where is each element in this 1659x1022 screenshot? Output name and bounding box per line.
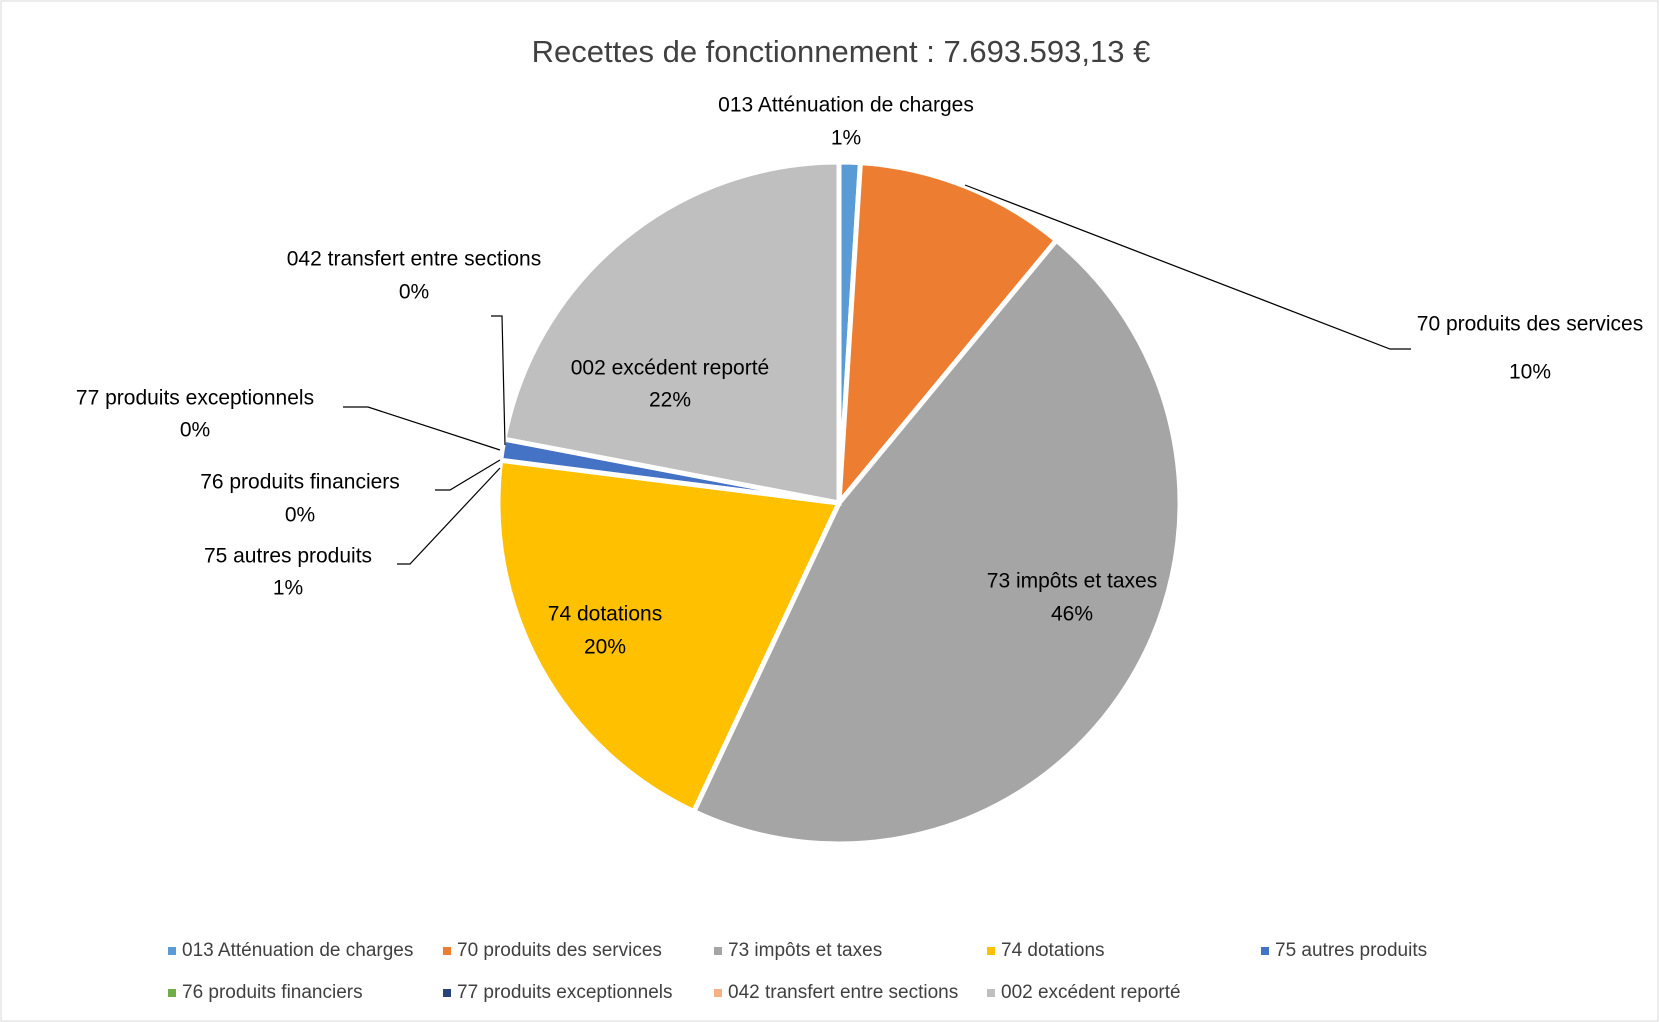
data-label-value: 0% — [285, 504, 315, 527]
data-label-value: 22% — [649, 389, 691, 412]
legend-swatch — [987, 947, 995, 955]
data-label-value: 0% — [180, 419, 210, 442]
data-label-name: 70 produits des services — [1417, 313, 1643, 336]
leader-line — [397, 467, 501, 565]
data-label-name: 75 autres produits — [204, 545, 372, 568]
data-label-value: 46% — [1051, 603, 1093, 626]
data-label-name: 013 Atténuation de charges — [718, 94, 974, 117]
legend-swatch — [714, 989, 722, 997]
data-label-value: 0% — [399, 281, 429, 304]
legend-label: 77 produits exceptionnels — [457, 982, 672, 1003]
data-label-value: 1% — [831, 127, 861, 150]
legend-label: 74 dotations — [1001, 940, 1105, 961]
legend-label: 75 autres produits — [1275, 940, 1427, 961]
chart-title: Recettes de fonctionnement : 7.693.593,1… — [532, 34, 1151, 69]
data-label-name: 002 excédent reporté — [571, 357, 769, 380]
legend-swatch — [987, 989, 995, 997]
legend-label: 002 excédent reporté — [1001, 982, 1181, 1003]
legend-swatch — [443, 947, 451, 955]
data-label-name: 73 impôts et taxes — [987, 570, 1157, 593]
legend-label: 013 Atténuation de charges — [182, 940, 413, 961]
data-label-value: 1% — [273, 577, 303, 600]
leader-line — [343, 406, 501, 451]
leader-lines — [343, 184, 1411, 565]
legend-label: 70 produits des services — [457, 940, 662, 961]
data-label-value: 20% — [584, 636, 626, 659]
data-label-value: 10% — [1509, 361, 1551, 384]
pie-slice — [501, 159, 842, 507]
legend-swatch — [443, 989, 451, 997]
legend-label: 76 produits financiers — [182, 982, 363, 1003]
legend-swatch — [168, 989, 176, 997]
leader-line — [964, 184, 1411, 350]
data-label-name: 77 produits exceptionnels — [76, 387, 314, 410]
legend-swatch — [1261, 947, 1269, 955]
data-label-name: 042 transfert entre sections — [287, 248, 541, 271]
leader-line — [435, 459, 501, 491]
data-label-name: 74 dotations — [548, 603, 662, 626]
pie-slice — [690, 236, 1183, 847]
legend-swatch — [168, 947, 176, 955]
legend-label: 73 impôts et taxes — [728, 940, 882, 961]
legend-swatch — [714, 947, 722, 955]
data-label-name: 76 produits financiers — [200, 471, 400, 494]
leader-line — [491, 315, 506, 446]
pie-slice — [495, 457, 843, 815]
pie-slice — [836, 160, 1060, 511]
legend-label: 042 transfert entre sections — [728, 982, 958, 1003]
